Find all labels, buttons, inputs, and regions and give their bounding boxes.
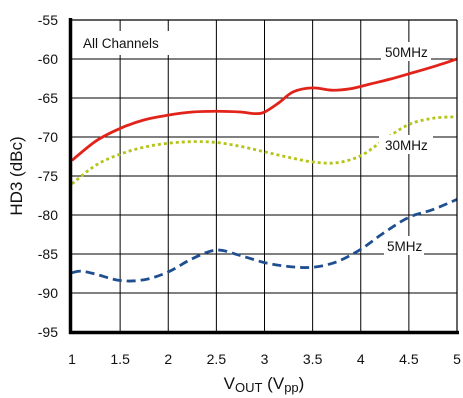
x-tick-label: 4: [357, 351, 365, 367]
series-label-50mhz: 50MHz: [385, 45, 428, 60]
x-axis-title-sub1: OUT: [235, 380, 263, 395]
label-bg-5mhz: [384, 236, 424, 255]
annotation-text: All Channels: [83, 36, 159, 51]
y-tick-label: -70: [38, 129, 58, 145]
x-tick-label: 2: [164, 351, 172, 367]
y-tick-label: -60: [38, 51, 58, 67]
series-line-30mhz: [72, 115, 457, 185]
label-bg-30mhz: [379, 135, 433, 154]
series-line-50mhz: [72, 57, 457, 162]
series-label-30mhz: 30MHz: [385, 138, 428, 153]
series-line-5mhz: [72, 198, 457, 283]
x-tick-label: 3.5: [303, 351, 323, 367]
y-tick-label: -65: [38, 90, 58, 106]
x-tick-label: 1: [68, 351, 76, 367]
x-axis-title-main: V: [224, 374, 236, 393]
series-label-5mhz: 5MHz: [387, 239, 423, 254]
tick-labels: 1 1.5 2 2.5 3 3.5 4 4.5 5 -55 -60 -65 -70 -75 -80 -85 -9…: [38, 12, 461, 367]
x-axis-title: VOUT (Vpp): [224, 374, 305, 395]
x-tick-label: 1.5: [110, 351, 130, 367]
x-axis-title-mid: (V: [262, 374, 284, 393]
x-axis-title-sub2: pp: [284, 380, 298, 395]
x-tick-label: 5: [453, 351, 461, 367]
series-group: [72, 57, 457, 283]
y-tick-label: -95: [38, 324, 58, 340]
x-axis-title-end: ): [299, 374, 305, 393]
x-tick-label: 3: [261, 351, 269, 367]
annotation-box: [78, 31, 186, 55]
y-tick-label: -75: [38, 168, 58, 184]
y-tick-label: -90: [38, 285, 58, 301]
y-tick-label: -80: [38, 207, 58, 223]
y-tick-label: -85: [38, 246, 58, 262]
y-axis-title: HD3 (dBc): [7, 136, 26, 215]
label-bg-50mhz: [381, 42, 431, 61]
x-tick-label: 4.5: [399, 351, 419, 367]
x-tick-label: 2.5: [207, 351, 227, 367]
y-tick-label: -55: [38, 12, 58, 28]
